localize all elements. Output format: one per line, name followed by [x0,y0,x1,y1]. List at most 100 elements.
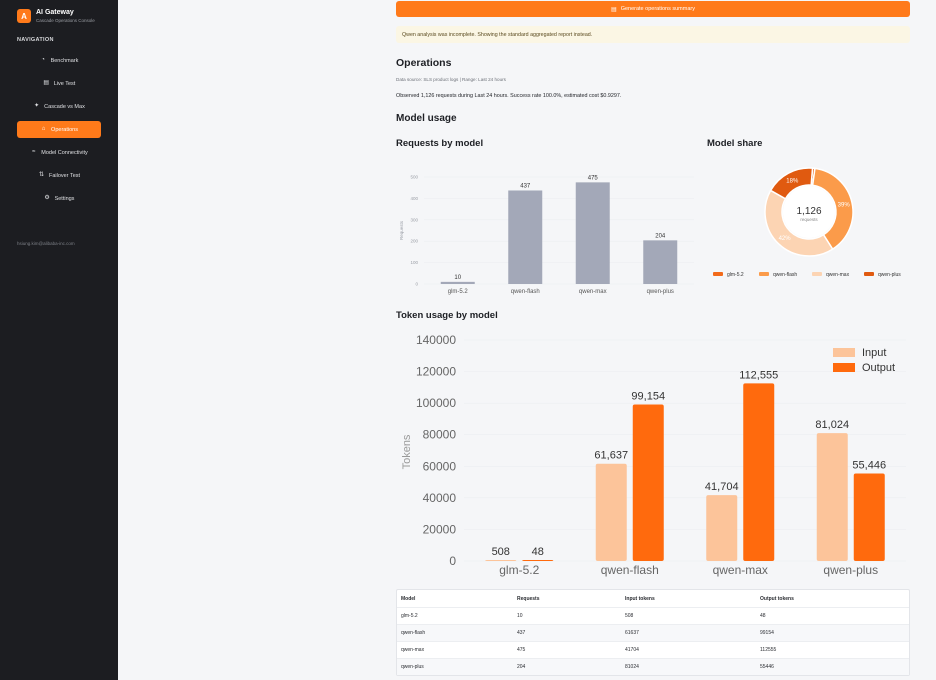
bar-output-qwen-max[interactable] [743,383,775,561]
model-usage-table: Model Requests Input tokens Output tokens gl… [396,589,910,676]
share-chart-heading: Model share [707,138,763,149]
bar-input-glm-5.2[interactable] [485,560,517,561]
bar-input-qwen-plus[interactable] [816,433,848,561]
table-header-cell[interactable]: Output tokens [760,595,794,602]
table-cell: 99154 [760,630,774,636]
sidebar-item-label: Operations [51,126,78,133]
bar-output-glm-5.2[interactable] [522,560,554,561]
bar-glm-5.2[interactable] [440,281,475,284]
table-row[interactable]: glm-5.2 10 508 48 [397,607,909,624]
x-tick-label: qwen-plus [823,563,878,577]
legend-swatch [833,363,855,372]
sidebar-item-benchmark[interactable]: ◔ Benchmark [17,52,101,69]
y-tick-label: 140000 [416,333,456,347]
sidebar-item-label: Benchmark [50,57,79,64]
bar-value-label: 41,704 [705,481,739,493]
bar-output-qwen-flash[interactable] [632,404,664,561]
y-tick-label: 0 [415,282,418,287]
legend-swatch [713,272,723,276]
observed-summary: Observed 1,126 requests during Last 24 h… [396,93,622,99]
bar-value-label: 55,446 [852,459,886,471]
x-tick-label: qwen-plus [647,289,674,295]
legend-label[interactable]: Output [862,362,895,374]
sidebar-item-model-connectivity[interactable]: ≈ Model Connectivity [17,144,101,161]
y-tick-label: 400 [410,196,418,201]
table-cell: qwen-plus [401,664,424,670]
sidebar-item-operations[interactable]: ⌂ Operations [17,121,101,138]
donut-center [783,186,835,238]
legend-label[interactable]: Input [862,347,886,359]
bar-qwen-max[interactable] [575,182,610,284]
bar-value-label: 48 [532,546,544,558]
operations-icon: ⌂ [41,126,46,132]
requests-chart-heading: Requests by model [396,138,484,149]
table-header-cell[interactable]: Requests [517,595,540,602]
bar-value-label: 204 [655,233,666,239]
slice-percent-label: 42% [779,236,792,242]
y-tick-label: 100000 [416,396,456,410]
sidebar-item-live-test[interactable]: ▤ Live Test [17,75,101,92]
sidebar-item-settings[interactable]: ⚙ Settings [17,190,101,207]
table-cell: 475 [517,647,526,653]
y-tick-label: 60000 [423,459,457,473]
legend-label[interactable]: qwen-max [826,272,850,278]
app-logo-icon: A [17,9,31,23]
y-tick-label: 200 [410,239,418,244]
table-cell: 508 [625,613,634,619]
gauge-icon: ◔ [41,57,45,63]
data-source-caption: Data source: SLS product logs | Range: L… [396,77,506,82]
table-cell: 10 [517,613,523,619]
legend-swatch [759,272,769,276]
legend-label[interactable]: glm-5.2 [727,272,744,278]
warning-text: Qwen analysis was incomplete. Showing th… [402,31,593,38]
legend-label[interactable]: qwen-plus [878,272,901,278]
y-tick-label: 120000 [416,365,456,379]
token-usage-bar-chart: 0 20000 40000 60000 80000 100000 120000 140000 T… [401,333,906,577]
bar-value-label: 99,154 [631,390,665,402]
x-tick-label: qwen-flash [511,289,540,295]
table-header-cell[interactable]: Input tokens [625,595,655,602]
bar-input-qwen-max[interactable] [706,495,738,561]
sidebar-item-cascade-vs-max[interactable]: ✦ Cascade vs Max [17,98,101,115]
table-cell: 41704 [625,647,639,653]
user-email: hsiung.kim@alibaba-inc.com [17,241,75,246]
y-axis-label: Requests [399,220,404,240]
bar-input-qwen-flash[interactable] [595,463,627,561]
table-row[interactable]: qwen-plus 204 81024 55446 [397,658,909,675]
generate-summary-button[interactable]: ▤ Generate operations summary [396,1,910,17]
slice-percent-label: 18% [786,179,799,185]
slice-qwen-max[interactable] [764,189,834,257]
bar-value-label: 81,024 [815,419,849,431]
legend-swatch [864,272,874,276]
x-tick-label: qwen-flash [601,563,659,577]
sidebar-item-failover-test[interactable]: ⇅ Failover Test [17,167,101,184]
bar-qwen-flash[interactable] [508,190,543,284]
y-tick-label: 500 [410,175,418,180]
sidebar-item-label: Live Test [53,80,76,87]
generate-summary-label: Generate operations summary [620,6,695,12]
table-row[interactable]: qwen-flash 437 61637 99154 [397,624,909,641]
table-header-cell[interactable]: Model [401,595,416,602]
x-tick-label: qwen-max [713,563,768,577]
sidebar-item-label: Settings [54,195,75,202]
nav-heading: NAVIGATION [17,37,54,43]
table-row[interactable]: qwen-max 475 41704 112555 [397,641,909,658]
donut-total: 1,126 [796,206,821,217]
brand[interactable]: A AI Gateway Cascade Operations Console [17,8,95,24]
app-subtitle: Cascade Operations Console [36,18,95,23]
slice-percent-label: 39% [838,202,851,208]
donut-total-caption: requests [800,217,818,222]
app-title: AI Gateway [36,9,74,16]
requests-bar-chart: 0 100 200 300 400 500 Requests 10 glm-5.2 437 qwen… [399,175,694,295]
table-cell: 112555 [760,647,777,653]
y-tick-label: 0 [449,554,456,568]
bar-qwen-plus[interactable] [643,240,678,284]
table-cell: 61637 [625,630,639,636]
bar-value-label: 61,637 [594,450,628,462]
legend-label[interactable]: qwen-flash [773,272,797,278]
table-header-row: Model Requests Input tokens Output tokens [397,590,909,607]
table-cell: 48 [760,613,766,619]
slice-qwen-plus[interactable] [769,167,814,200]
bar-output-qwen-plus[interactable] [853,473,885,561]
